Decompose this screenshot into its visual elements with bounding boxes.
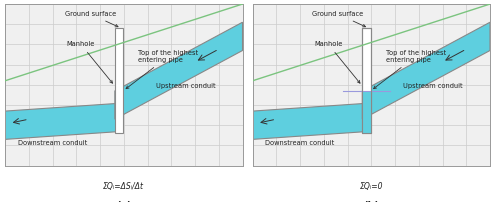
Text: (a): (a) [116, 201, 132, 202]
Text: ΣQᵢ=ΔSᵢ/Δt: ΣQᵢ=ΔSᵢ/Δt [104, 182, 144, 191]
Bar [362, 91, 370, 133]
Text: Upstream conduit: Upstream conduit [403, 83, 463, 89]
Text: Upstream conduit: Upstream conduit [156, 83, 216, 89]
Polygon shape [252, 103, 370, 139]
Text: Ground surface: Ground surface [312, 11, 366, 27]
Polygon shape [115, 22, 242, 119]
Bar [115, 28, 123, 133]
Text: Manhole: Manhole [67, 41, 112, 83]
Bar [362, 28, 370, 133]
Bar [362, 28, 370, 133]
Text: Top of the highest
entering pipe: Top of the highest entering pipe [374, 50, 446, 89]
Text: Top of the highest
entering pipe: Top of the highest entering pipe [126, 50, 198, 89]
Text: Manhole: Manhole [314, 41, 360, 83]
Polygon shape [362, 22, 490, 119]
Polygon shape [5, 103, 123, 139]
Text: (b): (b) [363, 201, 380, 202]
Text: ΣQᵢ=0: ΣQᵢ=0 [360, 182, 383, 191]
Text: Ground surface: Ground surface [65, 11, 118, 27]
Text: Downstream conduit: Downstream conduit [266, 140, 334, 146]
Text: Downstream conduit: Downstream conduit [18, 140, 87, 146]
